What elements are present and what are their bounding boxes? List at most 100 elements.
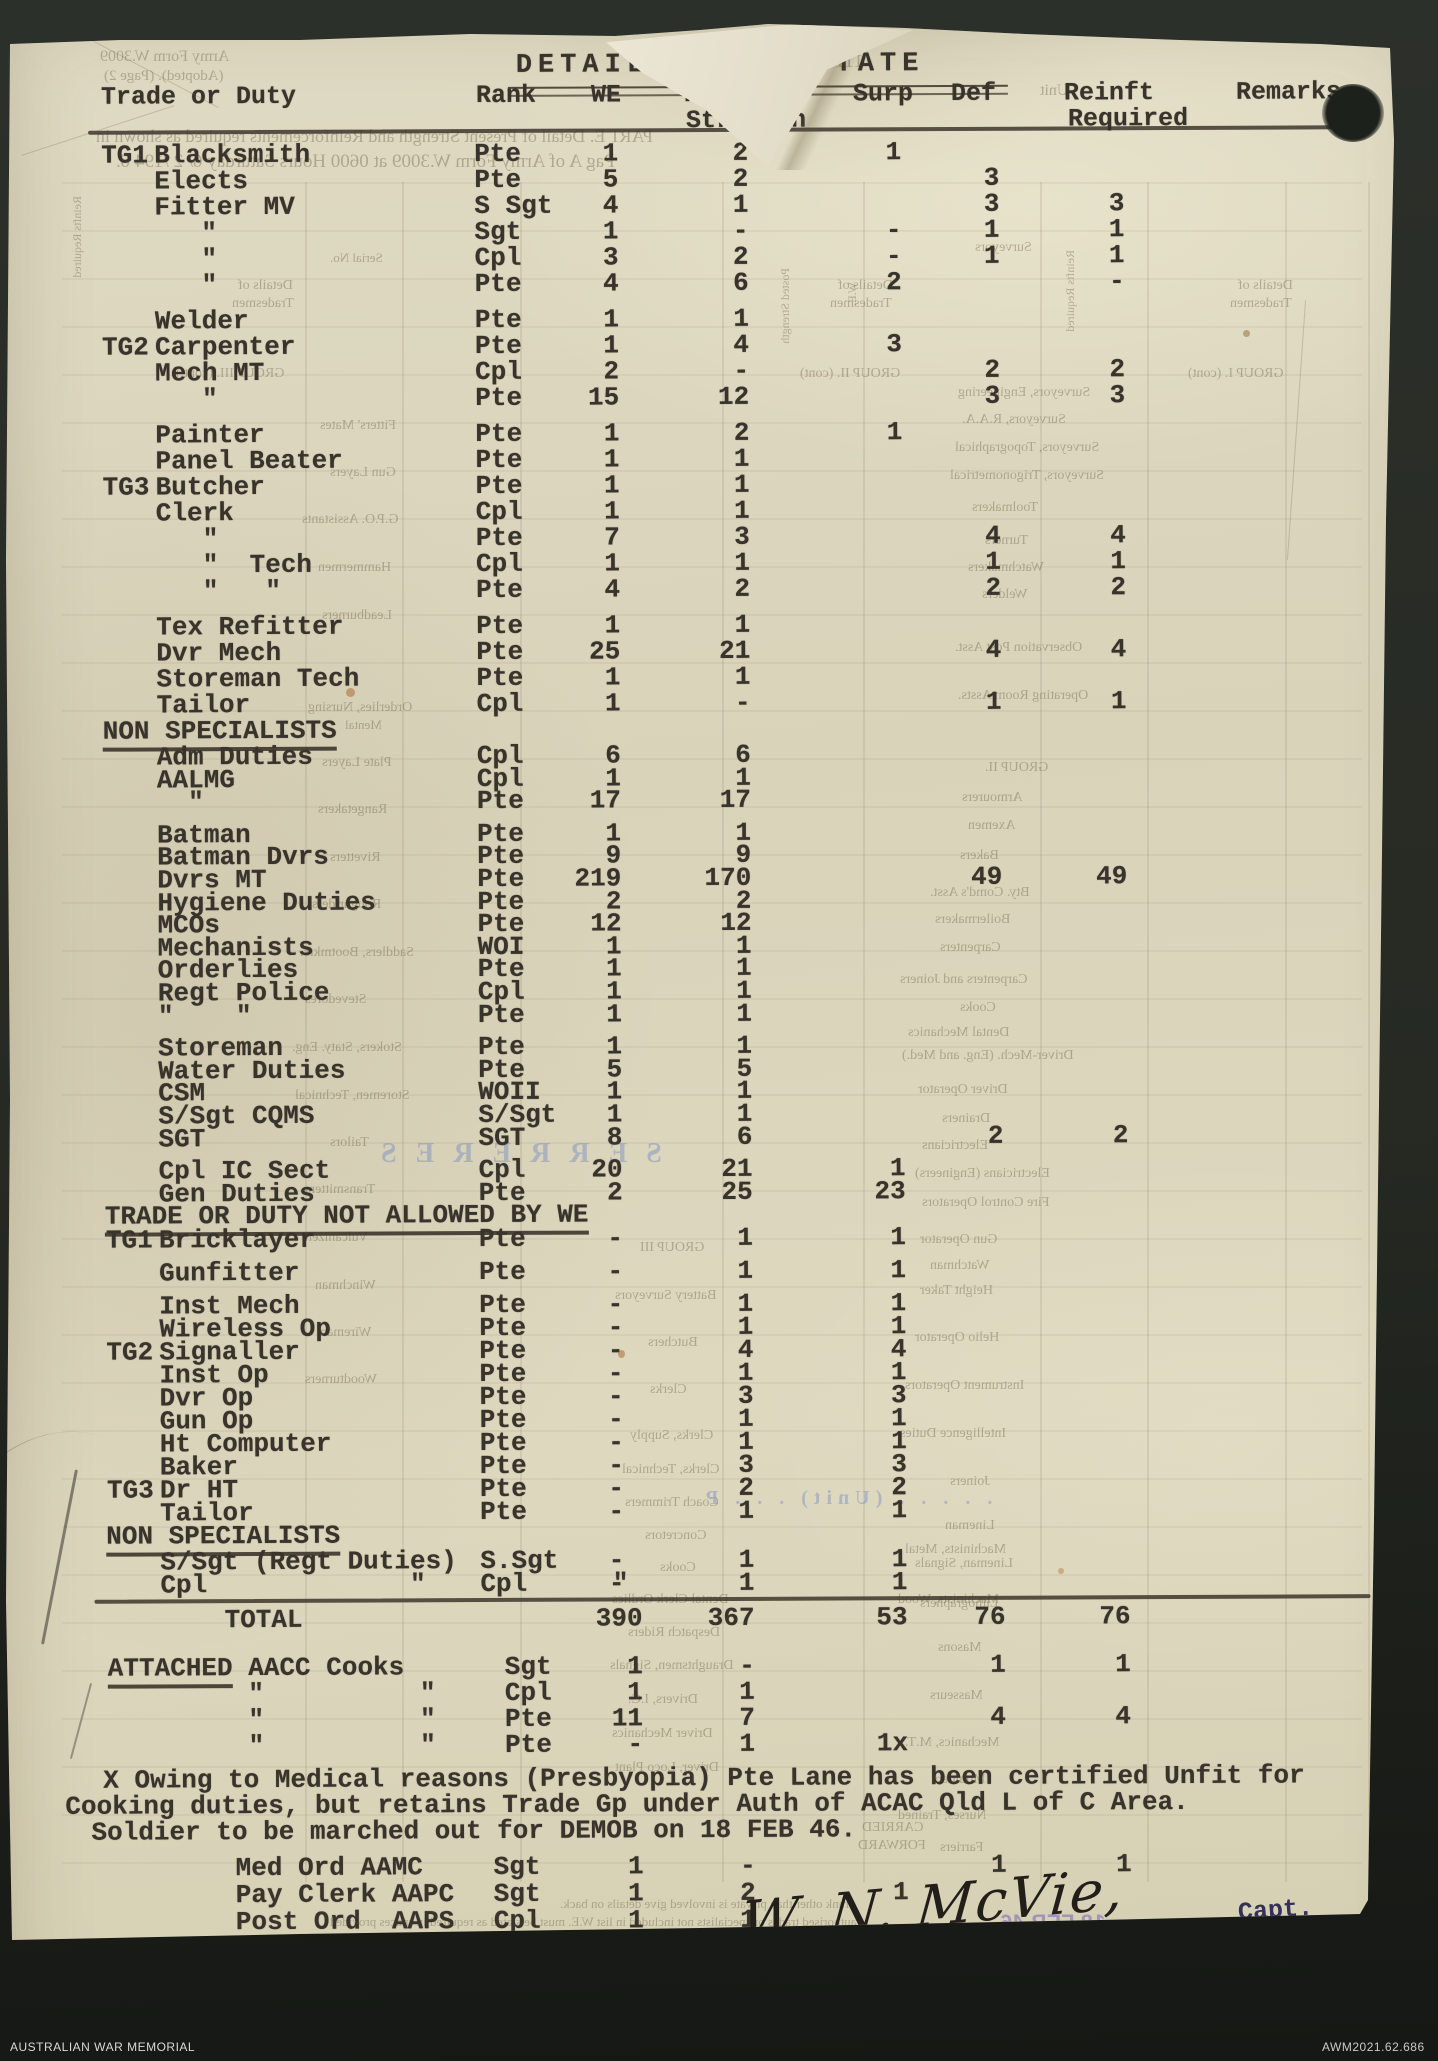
row-reinft [1006,1221,1129,1222]
row-deficiency [882,443,1000,444]
form-column-line [1040,182,1042,1882]
table-row: " Pte 4 6 2- [6,265,1394,301]
row-deficiency [885,1075,1003,1076]
row-deficiency: 3 [984,380,1001,411]
attached-section: ATTACHED AACC Cooks Sgt 1-1 1 " " Cpl 1 1 " " P… [6,1648,1394,1761]
row-trade: Bricklayer [158,1225,316,1256]
row-reinft [1006,1287,1129,1288]
row-we: 8 [606,1121,623,1152]
unit-stamp: Adm. Comd. 111 Aust. Gen. Tpt. Coy. [771,1938,1262,1996]
row-reinft [1006,1254,1129,1255]
row-surplus [774,817,904,818]
row-reinft: 3 [1109,380,1126,411]
row-trade: " [156,787,204,818]
row-strength: 1 [739,1729,756,1760]
total-we: 407 [597,1967,645,1998]
row-surplus: 1 [890,1222,906,1253]
row-trade: Post Ord AAPS [235,1906,455,1938]
rust-speck [618,1350,625,1358]
rust-speck [346,688,355,697]
row-strength: 12 [717,381,750,412]
row-deficiency [883,609,1001,610]
row-reinft [1002,416,1125,417]
bleed-text: N.S.W. L. of C. Area [660,1990,778,2005]
row-deficiency [885,997,1003,998]
row-reinft [1005,1029,1128,1030]
trade-section: TG1BlacksmithPte121ElectsPte523Fitter MV… [6,135,1394,720]
row-deficiency [883,661,1001,662]
col-header-we: WE [590,80,621,110]
hole-punch [1322,84,1384,142]
row-trade-group: TG1 [105,1225,153,1256]
row-deficiency [885,952,1003,953]
table-row: AACC Shoemaker Cpl 1 1 [6,1929,1394,1964]
row-reinft [1007,1471,1130,1472]
total-reinft: 82 [1100,1965,1133,1996]
row-surplus [775,953,905,954]
row-reinft [1003,494,1126,495]
table-row: " " Pte -1 1x [6,1726,1394,1761]
row-we: 17 [589,785,622,816]
total-surplus: 55 [877,1966,910,1997]
row-we: 15 [587,382,620,413]
row-reinft [1002,442,1125,443]
bleed-text: Date of Despatch [872,1982,977,1998]
row-surplus [775,998,905,999]
row-rank: Cpl [493,1933,541,1964]
rust-speck [1243,330,1250,337]
row-deficiency [889,1931,1007,1932]
row-we: 4 [603,268,619,299]
row-surplus [774,739,904,740]
form-column-line [1368,182,1370,1882]
total-strength: 380 [709,1967,757,1998]
row-reinft [1005,1075,1128,1076]
row-deficiency [884,839,1002,840]
row-strength: 2 [740,1878,756,1909]
total-label: TOTAL [293,1968,372,2000]
bleed-text: Where reinforcement not desired note acc… [320,1950,878,1965]
row-trade: " [154,270,218,301]
form-column-line [863,182,865,1882]
row-reinft [1007,1543,1130,1544]
row-reinft [1001,162,1124,163]
row-we: - [607,1256,624,1287]
row-reinft [1006,1152,1129,1153]
row-strength: - [739,1851,756,1882]
trade-section: NON SPECIALISTS S/Sgt (Regt Duties) S.Sgt -… [6,1516,1394,1601]
row-reinft [1001,136,1124,137]
row-reinft [1009,1930,1132,1931]
row-surplus [775,975,905,976]
row-surplus [772,443,902,444]
row-deficiency [885,1098,1003,1099]
total-reinft: 76 [1099,1601,1131,1632]
signature-dotted-line [758,1931,1250,1940]
form-column-line [722,182,724,1882]
total-deficiency: 82 [975,1966,1008,1997]
row-reinft [1004,761,1127,762]
row-reinft [1002,302,1125,303]
total2-rule-top [562,1958,1372,1966]
row-trade: Gunfitter [158,1258,300,1289]
row-reinft [1007,1402,1130,1403]
row-reinft: 2 [1110,572,1127,603]
row-trade: " " [156,575,281,607]
row-we: 1 [606,998,622,1030]
bleed-text: Where any request or notation is made on… [390,1968,1095,1983]
row-deficiency [885,975,1003,976]
row-reinft [1003,608,1126,609]
row-strength: 1 [740,1905,756,1936]
row-reinft [1002,328,1125,329]
col-header-deficiency: Def [950,78,996,108]
row-surplus [773,609,903,610]
row-surplus [774,907,904,908]
row-deficiency [885,1052,1003,1053]
row-surplus [775,1053,905,1054]
row-deficiency: 2 [987,1120,1004,1151]
row-surplus [775,1098,905,1099]
row-reinft [1007,1448,1130,1449]
row-surplus [775,1030,905,1031]
row-deficiency [884,761,1002,762]
archive-id-label: AWM2021.62.686 [1322,2040,1425,2054]
table-body: TG1BlacksmithPte121ElectsPte523Fitter MV… [6,135,1394,2000]
note-line: Soldier to be marched out for DEMOB on 1… [91,1814,857,1849]
